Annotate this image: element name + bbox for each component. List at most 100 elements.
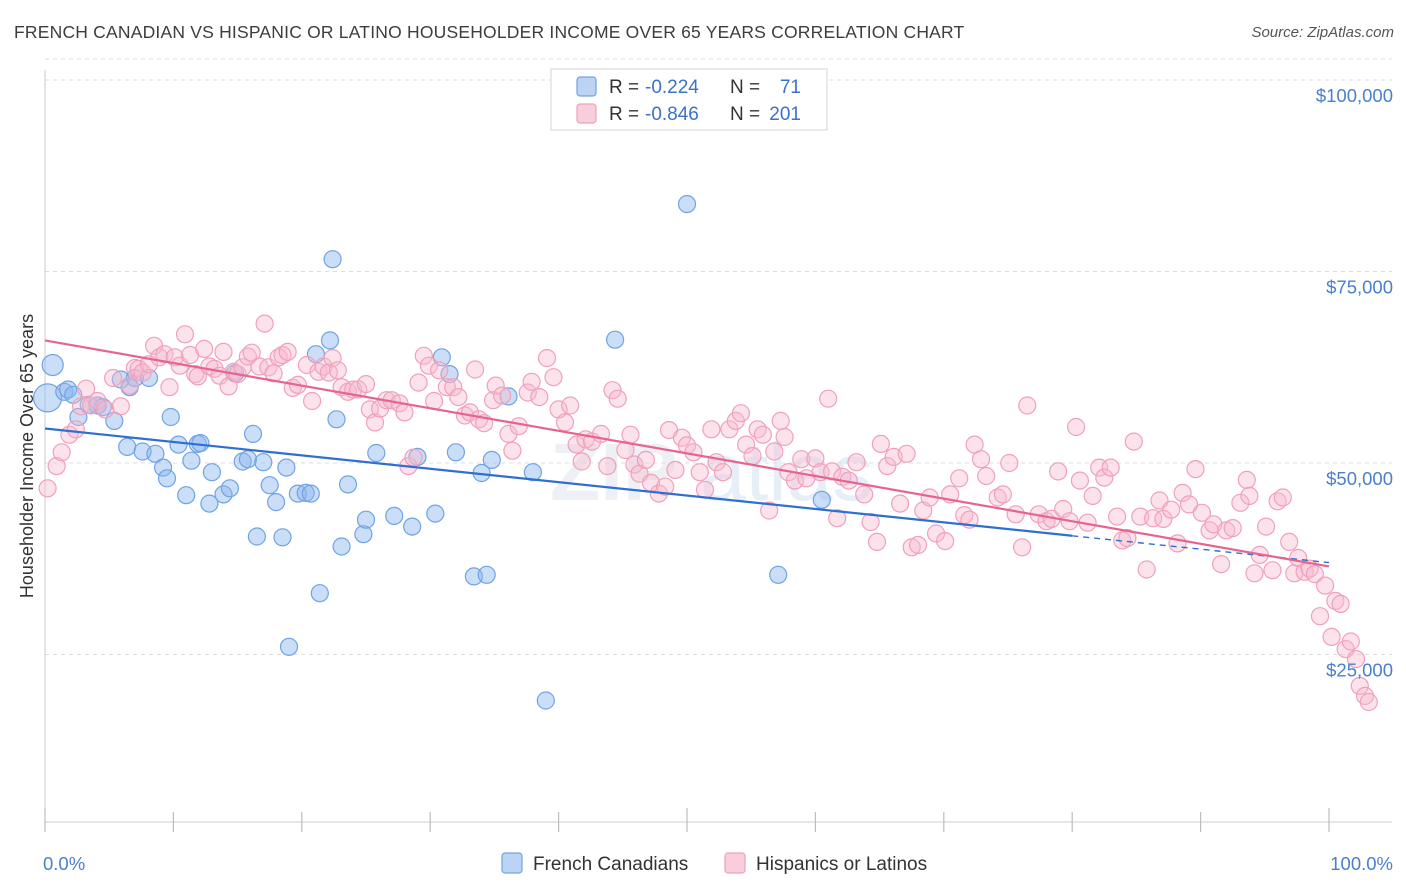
hispanic-point-95 [561,396,580,415]
hispanic-point-45 [278,342,297,361]
hispanic-point-1 [38,479,57,498]
hispanic-point-87 [509,417,528,436]
stats-n-value-1: 71 [780,77,801,98]
french-canadian-point-46 [320,331,340,350]
legend-label-french-canadians[interactable]: French Canadians [533,854,688,875]
stats-n-label-1: N = [730,77,760,98]
svg-text:atlas: atlas [700,427,873,518]
french-canadian-point-64 [482,450,501,469]
french-canadian-point-40 [279,637,299,656]
hispanic-point-179 [1070,471,1090,490]
french-canadian-point-41 [288,484,307,503]
hispanic-point-28 [195,339,214,358]
french-canadian-point-34 [247,527,266,546]
hispanic-point-20 [155,345,174,364]
hispanic-point-66 [395,403,414,422]
hispanic-point-145 [855,485,874,504]
hispanic-point-79 [466,360,485,379]
hispanic-point-116 [684,443,703,462]
trendlines [44,339,1330,568]
hispanic-point-164 [971,450,991,469]
hispanic-point-170 [1012,538,1032,557]
hispanic-point-21 [160,378,179,397]
legend: French Canadians Hispanics or Latinos [501,852,927,875]
hispanic-point-148 [871,434,891,453]
hispanic-point-68 [404,448,423,467]
hispanic-point-7 [76,379,96,398]
hispanic-point-151 [890,494,910,513]
hispanic-point-73 [430,361,449,380]
hispanic-point-40 [255,314,274,333]
hispanic-point-228 [1350,676,1369,696]
hispanic-point-147 [867,532,887,552]
hispanic-point-165 [977,466,996,486]
hispanic-point-124 [731,404,751,423]
hispanic-point-211 [1263,561,1282,580]
hispanic-point-130 [765,442,784,461]
legend-blue-swatch[interactable] [501,852,523,874]
hispanic-point-183 [1095,468,1114,487]
hispanic-point-10 [96,400,115,419]
hispanic-point-181 [1083,486,1102,505]
x-tick-label-0: 0.0% [43,853,85,874]
hispanic-point-206 [1237,470,1256,489]
hispanic-point-3 [52,443,71,462]
hispanic-point-84 [493,386,512,405]
hispanic-point-70 [414,346,433,365]
hispanic-point-12 [111,397,130,416]
hispanic-point-135 [792,450,811,469]
hispanic-point-101 [598,457,617,476]
french-canadian-point-22 [177,486,196,505]
french-canadian-point-4 [58,380,78,399]
hispanic-point-195 [1168,534,1187,553]
stats-n-value-2: 201 [769,104,801,125]
x-tick-labels: 0.0% 100.0% [43,853,1393,874]
hispanic-point-74 [437,378,456,397]
french-canadian-point-43 [301,484,320,503]
hispanic-point-132 [775,427,794,447]
stats-r-value-1: -0.224 [645,77,699,98]
hispanic-point-119 [702,420,721,439]
hispanic-point-166 [988,488,1007,507]
hispanic-point-2 [47,457,66,476]
y-axis-title: Householder Income Over 65 years [17,314,37,598]
y-tick-label-4: $100,000 [1316,85,1393,106]
french-canadian-point-20 [161,407,180,427]
french-canadian-point-32 [238,450,257,469]
hispanic-point-190 [1137,560,1156,579]
hispanic-point-184 [1101,458,1120,477]
hispanic-point-125 [736,435,756,454]
y-tick-label-3: $75,000 [1326,277,1393,298]
hispanic-point-149 [878,457,897,476]
hispanic-point-202 [1211,554,1231,574]
hispanic-point-76 [449,388,468,407]
legend-pink-swatch[interactable] [724,852,746,874]
hispanic-point-222 [1322,627,1341,647]
hispanic-point-117 [690,463,709,482]
french-canadians-points [32,195,831,710]
hispanic-point-193 [1154,509,1173,529]
hispanic-point-127 [748,420,767,439]
hispanic-point-126 [743,447,762,466]
french-canadian-point-68 [605,330,625,349]
hispanic-point-32 [214,342,233,361]
chart-title: FRENCH CANADIAN VS HISPANIC OR LATINO HO… [14,22,965,42]
french-canadian-point-18 [154,458,173,477]
french-canadian-point-1 [32,383,63,413]
french-canadian-point-66 [523,463,543,482]
y-tick-label-2: $50,000 [1326,468,1393,489]
hispanic-point-50 [309,362,328,381]
stats-box: R = -0.224 N = 71 R = -0.846 N = 201 [550,68,828,131]
hispanic-point-83 [486,376,505,395]
y-tick-labels: $25,000 $50,000 $75,000 $100,000 [1316,85,1393,681]
french-canadian-point-60 [446,443,465,462]
hispanic-point-131 [771,411,790,430]
hispanic-point-194 [1161,500,1181,519]
stats-n-label-2: N = [730,104,760,125]
hispanic-point-146 [861,512,880,532]
hispanic-point-129 [760,501,779,520]
hispanic-point-185 [1107,507,1127,526]
legend-label-hispanics[interactable]: Hispanics or Latinos [756,854,927,875]
hispanics-points [38,314,1378,712]
